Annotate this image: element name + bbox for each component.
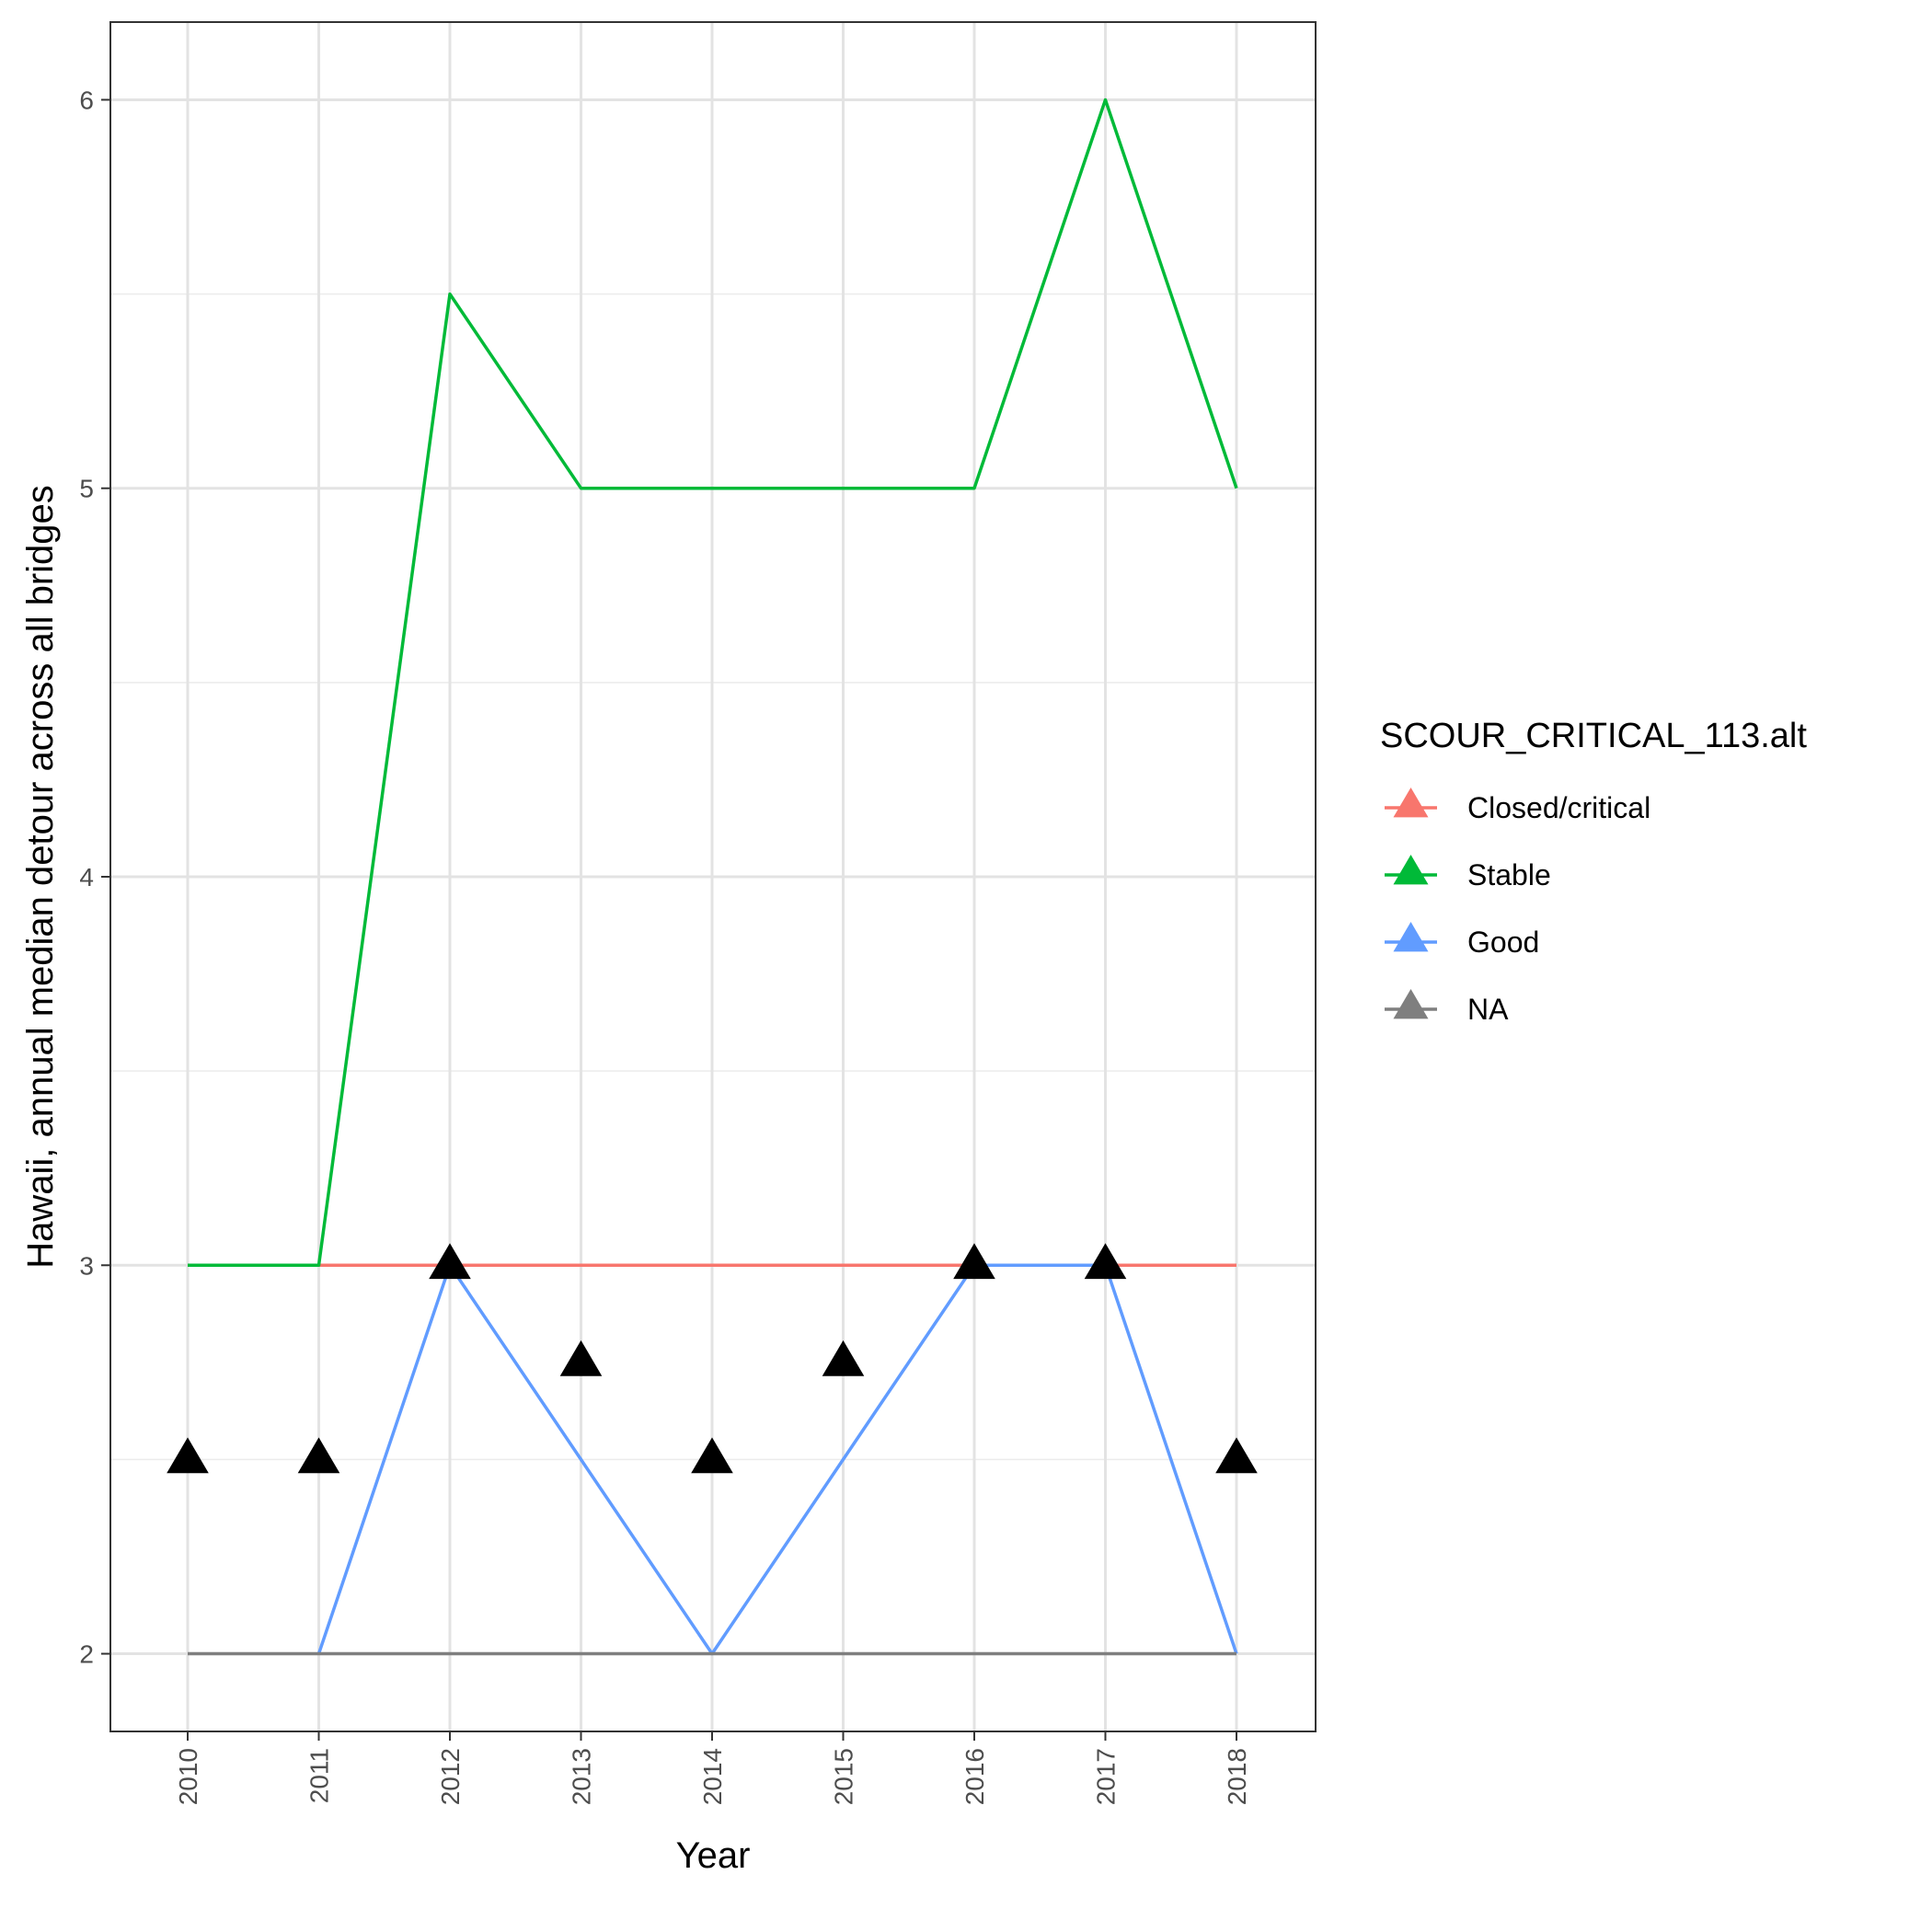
triangle-point [691,1437,733,1474]
x-axis-title: Year [676,1835,751,1876]
y-tick-label: 6 [79,86,94,114]
x-tick-label: 2015 [830,1748,858,1805]
legend: SCOUR_CRITICAL_113.alt Closed/critical St… [1380,717,1807,1026]
y-tick-label: 3 [79,1251,94,1280]
x-tick-label: 2014 [698,1748,727,1805]
legend-key-triangle-stable [1393,855,1429,885]
x-tick-label: 2017 [1092,1748,1121,1805]
x-tick-label: 2018 [1223,1748,1251,1805]
series-line-stable [188,98,1238,1268]
series-lines [188,98,1238,1656]
series-line-good [316,1263,1238,1656]
x-tick-label: 2012 [436,1748,465,1805]
triangle-point [429,1243,471,1280]
legend-label-na: NA [1467,993,1509,1026]
y-tick-label: 4 [79,863,94,891]
legend-label-closed-critical: Closed/critical [1467,791,1650,824]
y-axis: 2 3 4 5 6 [79,86,110,1669]
x-tick-label: 2016 [960,1748,989,1805]
x-tick-label: 2011 [305,1748,334,1803]
y-axis-title: Hawaii, annual median detour across all … [20,485,61,1269]
legend-label-stable: Stable [1467,858,1551,891]
x-axis: 2010 2011 2012 2013 2014 2015 2016 2017 2018 [174,1731,1251,1805]
triangle-point [559,1340,603,1376]
triangle-point [167,1437,209,1474]
triangle-point [1215,1437,1258,1474]
legend-items: Closed/critical Stable Good NA [1385,788,1650,1026]
triangle-point [1084,1243,1127,1280]
triangle-point [822,1340,865,1376]
legend-key-triangle-na [1393,989,1429,1019]
y-tick-label: 2 [79,1640,94,1669]
x-tick-label: 2010 [174,1748,202,1805]
y-tick-label: 5 [79,475,94,503]
legend-key-triangle-closed-critical [1393,788,1429,818]
legend-title: SCOUR_CRITICAL_113.alt [1380,717,1807,755]
triangle-markers [167,1243,1258,1474]
triangle-point [953,1243,995,1280]
triangle-point [297,1437,340,1474]
legend-key-triangle-good [1393,922,1429,952]
legend-label-good: Good [1467,926,1539,959]
x-tick-label: 2013 [568,1748,596,1805]
